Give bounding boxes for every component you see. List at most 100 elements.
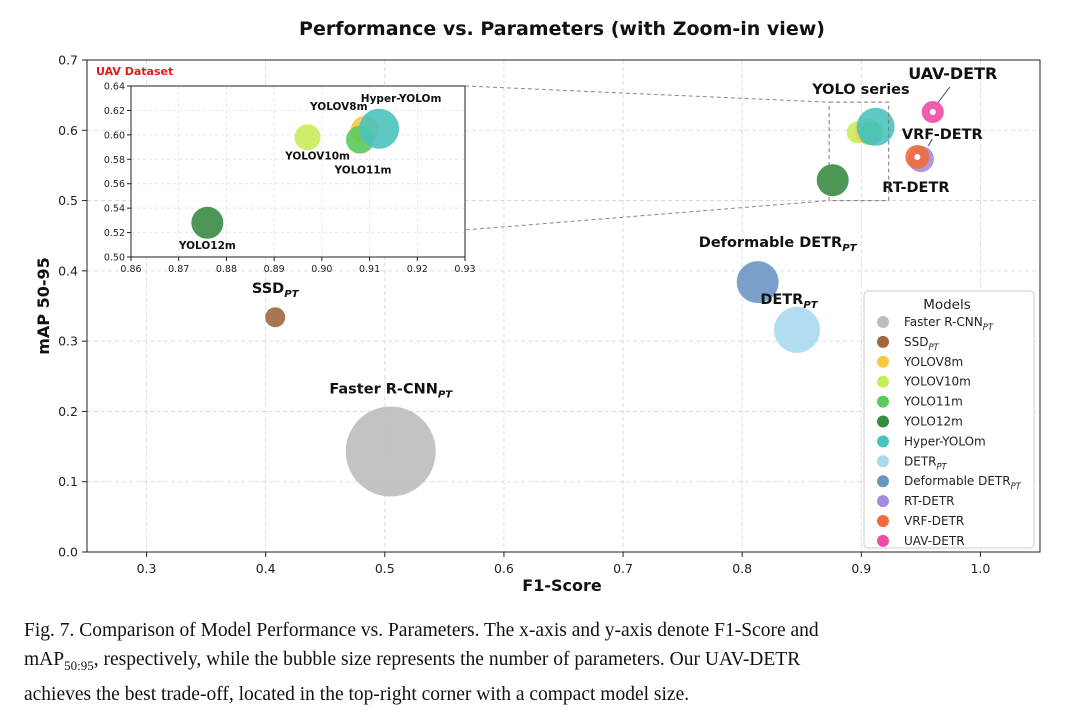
inset-bubble-yolo12m xyxy=(191,206,224,239)
inset-y-tick-label: 0.50 xyxy=(104,253,125,264)
legend-marker xyxy=(877,495,889,508)
legend-title: Models xyxy=(923,297,971,313)
legend-label: DETRPT xyxy=(904,454,948,471)
figure-caption: Fig. 7. Comparison of Model Performance … xyxy=(24,616,1064,709)
legend-marker xyxy=(877,534,889,547)
x-tick-label: 0.5 xyxy=(375,561,395,576)
inset-x-tick-label: 0.90 xyxy=(311,264,332,275)
legend-label: VRF-DETR xyxy=(904,514,964,528)
bubble-deformable-detr xyxy=(736,261,779,304)
chart: Performance vs. Parameters (with Zoom-in… xyxy=(34,18,1041,595)
y-tick-label: 0.5 xyxy=(58,193,78,208)
inset-x-tick-label: 0.92 xyxy=(407,264,428,275)
y-tick-label: 0.1 xyxy=(58,474,78,489)
legend-marker xyxy=(877,415,889,428)
legend-marker xyxy=(877,355,889,368)
zoom-box xyxy=(828,101,890,202)
inset-y-tick-label: 0.64 xyxy=(104,82,125,93)
legend-label: SSDPT xyxy=(904,335,940,352)
inset-bubble-yolov10m xyxy=(294,124,321,151)
inset-title: UAV Dataset xyxy=(96,65,173,78)
yolo-series-label: YOLO series xyxy=(811,82,909,98)
chart-title: Performance vs. Parameters (with Zoom-in… xyxy=(299,18,825,40)
legend-marker xyxy=(877,395,889,408)
legend-marker xyxy=(877,335,889,348)
legend-marker xyxy=(877,435,889,448)
inset-label-yolov10m: YOLOV10m xyxy=(284,150,350,162)
y-tick-label: 0.4 xyxy=(58,263,78,278)
legend-label: UAV-DETR xyxy=(904,534,965,548)
legend-label: Deformable DETRPT xyxy=(904,474,1022,491)
legend-label: YOLO12m xyxy=(903,415,963,429)
vrf-detr-leader xyxy=(927,138,933,147)
inset-background xyxy=(131,86,465,257)
x-tick-label: 0.9 xyxy=(851,561,871,576)
inset-label-yolo11m: YOLO11m xyxy=(334,165,392,177)
x-tick-label: 0.7 xyxy=(613,561,633,576)
x-tick-label: 0.3 xyxy=(137,561,157,576)
inset-x-tick-label: 0.89 xyxy=(264,264,285,275)
bubble-ssd xyxy=(265,307,286,328)
inset-y-tick-label: 0.52 xyxy=(104,228,125,239)
zoom-connector-top xyxy=(464,85,830,103)
uav-detr-marker xyxy=(929,109,936,116)
caption-map: mAP xyxy=(24,649,65,670)
x-tick-label: 1.0 xyxy=(970,561,990,576)
y-tick-label: 0.6 xyxy=(58,123,78,138)
inset-label-hyper-yolom: Hyper-YOLOm xyxy=(361,93,442,105)
inset-y-tick-label: 0.58 xyxy=(104,155,125,166)
caption-line-2-rest: , respectively, while the bubble size re… xyxy=(93,649,801,670)
y-tick-label: 0.3 xyxy=(58,334,78,349)
bubble-label-deformable-detr: Deformable DETRPT xyxy=(699,235,858,254)
vrf-detr-marker xyxy=(914,153,921,160)
legend-marker xyxy=(877,375,889,388)
caption-line-1: Fig. 7. Comparison of Model Performance … xyxy=(24,620,819,641)
y-tick-label: 0.0 xyxy=(58,545,78,560)
inset-y-tick-label: 0.56 xyxy=(104,179,125,190)
x-tick-label: 0.6 xyxy=(494,561,514,576)
bubble-detr xyxy=(773,306,820,353)
legend-marker xyxy=(877,515,889,527)
plot-frame xyxy=(86,59,1041,553)
bubble-label-rt-detr: RT-DETR xyxy=(882,180,949,196)
inset-label-yolov8m: YOLOV8m xyxy=(309,101,368,113)
legend-box xyxy=(863,290,1035,549)
bubble-faster-r-cnn xyxy=(345,406,436,497)
caption-line-3: achieves the best trade-off, located in … xyxy=(24,683,690,705)
x-tick-label: 0.4 xyxy=(256,561,276,576)
legend-label: Hyper-YOLOm xyxy=(904,434,986,448)
y-axis-label: mAP 50-95 xyxy=(34,257,53,355)
legend-marker xyxy=(877,475,889,488)
bubble-label-ssd: SSDPT xyxy=(252,281,300,300)
y-tick-label: 0.2 xyxy=(58,404,78,419)
inset-y-tick-label: 0.62 xyxy=(104,106,125,117)
inset-x-tick-label: 0.87 xyxy=(168,264,189,275)
inset-x-tick-label: 0.93 xyxy=(454,264,475,275)
inset-x-tick-label: 0.91 xyxy=(359,264,380,275)
legend-label: YOLOV10m xyxy=(903,375,971,389)
bubble-label-faster-r-cnn: Faster R-CNNPT xyxy=(329,381,453,400)
inset-x-tick-label: 0.86 xyxy=(120,264,141,275)
legend-label: Faster R-CNNPT xyxy=(904,315,994,332)
uav-detr-leader xyxy=(937,86,951,104)
legend-label: RT-DETR xyxy=(904,494,955,508)
zoom-connector-bottom xyxy=(130,200,830,258)
inset-frame xyxy=(130,85,466,258)
inset-y-tick-label: 0.60 xyxy=(104,130,125,141)
caption-line-2: mAP50:95, respectively, while the bubble… xyxy=(24,645,1064,680)
inset-x-tick-label: 0.88 xyxy=(216,264,237,275)
legend-marker xyxy=(877,316,889,328)
legend-label: YOLO11m xyxy=(903,395,963,409)
inset-label-yolo12m: YOLO12m xyxy=(178,240,236,252)
x-tick-label: 0.8 xyxy=(732,561,752,576)
bubble-yolo12m xyxy=(816,164,849,197)
x-axis-label: F1-Score xyxy=(522,576,602,595)
bubble-label-detr: DETRPT xyxy=(760,292,818,311)
caption-map-sub: 50:95 xyxy=(64,657,94,673)
inset-y-tick-label: 0.54 xyxy=(104,204,125,215)
y-tick-label: 0.7 xyxy=(58,53,78,68)
legend-label: YOLOV8m xyxy=(903,355,963,369)
bubble-label-uav-detr: UAV-DETR xyxy=(908,64,997,83)
bubble-label-vrf-detr: VRF-DETR xyxy=(902,127,983,143)
bubble-hyper-yolom xyxy=(856,107,895,146)
